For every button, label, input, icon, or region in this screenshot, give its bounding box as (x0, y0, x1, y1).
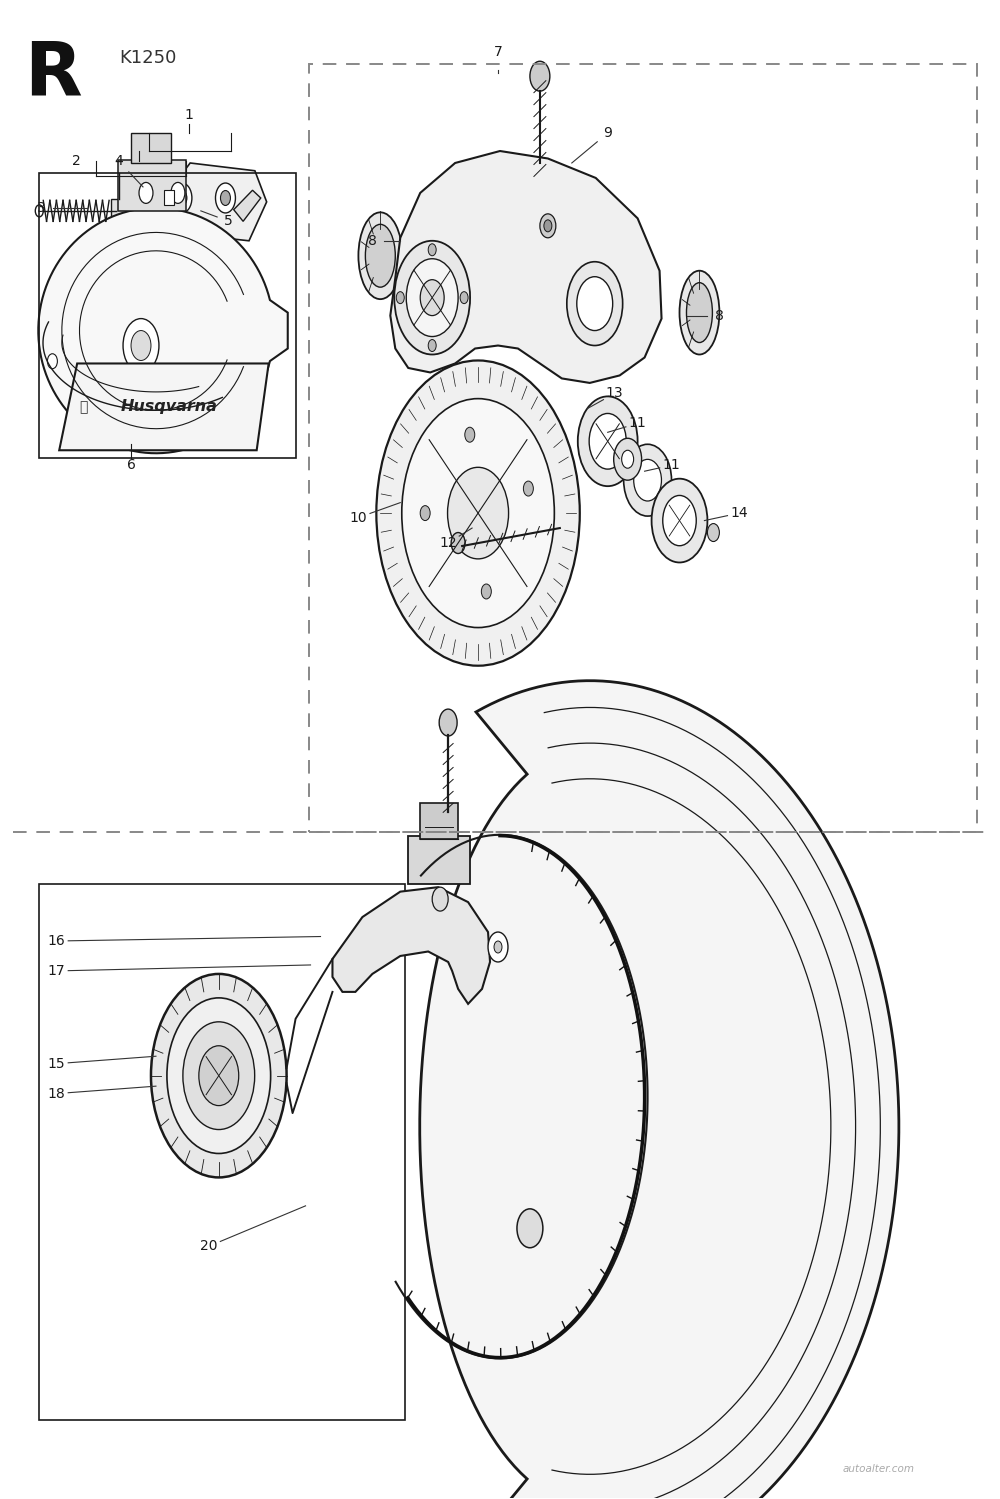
Circle shape (622, 450, 634, 468)
Polygon shape (38, 208, 288, 453)
Circle shape (139, 183, 153, 204)
Circle shape (448, 468, 509, 559)
Circle shape (171, 183, 185, 204)
Text: 3: 3 (37, 201, 46, 214)
Circle shape (420, 280, 444, 316)
Circle shape (451, 532, 465, 553)
Text: 15: 15 (47, 1057, 65, 1070)
Text: 9: 9 (603, 126, 612, 139)
Text: 4: 4 (115, 154, 123, 168)
Text: Ⓤ: Ⓤ (79, 400, 87, 414)
Circle shape (544, 220, 552, 232)
Circle shape (652, 478, 707, 562)
Text: 16: 16 (47, 934, 65, 947)
Polygon shape (390, 151, 662, 382)
Ellipse shape (679, 271, 719, 354)
Circle shape (420, 505, 430, 520)
Circle shape (634, 459, 661, 501)
Circle shape (663, 496, 696, 546)
Circle shape (215, 183, 235, 213)
Text: K1250: K1250 (119, 49, 176, 67)
Text: 10: 10 (350, 511, 367, 525)
Circle shape (517, 1208, 543, 1247)
Circle shape (428, 340, 436, 351)
Circle shape (47, 354, 57, 369)
Circle shape (494, 941, 502, 953)
Circle shape (402, 399, 554, 628)
Circle shape (465, 427, 475, 442)
Text: 12: 12 (439, 537, 457, 550)
Bar (39, 174, 296, 457)
Circle shape (523, 481, 533, 496)
Circle shape (432, 887, 448, 911)
Circle shape (151, 974, 287, 1177)
Bar (167, 241, 189, 274)
Text: 8: 8 (368, 234, 377, 247)
Circle shape (578, 396, 638, 486)
Circle shape (123, 319, 159, 372)
Circle shape (428, 244, 436, 256)
Circle shape (488, 932, 508, 962)
Circle shape (481, 585, 491, 600)
Circle shape (394, 241, 470, 354)
Polygon shape (332, 887, 490, 1004)
Circle shape (540, 214, 556, 238)
Circle shape (199, 1046, 239, 1106)
Text: 11: 11 (663, 459, 680, 472)
Text: 11: 11 (629, 417, 646, 430)
Circle shape (173, 247, 187, 268)
Polygon shape (234, 190, 261, 222)
Text: 17: 17 (47, 964, 65, 977)
Bar (420, 803, 458, 839)
Bar (309, 64, 977, 832)
Circle shape (577, 277, 613, 331)
Circle shape (376, 360, 580, 666)
Circle shape (589, 414, 626, 469)
Text: autoalter.com: autoalter.com (843, 1463, 915, 1474)
Circle shape (396, 292, 404, 304)
Circle shape (406, 259, 458, 337)
Ellipse shape (686, 283, 712, 343)
Circle shape (439, 709, 457, 736)
Text: 7: 7 (494, 45, 502, 60)
Circle shape (220, 190, 230, 205)
Circle shape (35, 205, 43, 217)
Text: 20: 20 (200, 1240, 218, 1253)
Text: 14: 14 (731, 507, 748, 520)
Circle shape (167, 998, 271, 1153)
Text: 18: 18 (47, 1087, 65, 1100)
Circle shape (614, 438, 642, 480)
Circle shape (177, 190, 187, 205)
Circle shape (460, 292, 468, 304)
Polygon shape (149, 163, 267, 241)
Text: Husqvarna: Husqvarna (120, 399, 217, 414)
Bar (164, 190, 174, 205)
Text: 2: 2 (72, 154, 81, 168)
Text: 5: 5 (224, 214, 233, 228)
Text: 1: 1 (184, 108, 193, 121)
Bar (118, 160, 186, 211)
Polygon shape (59, 363, 269, 450)
Text: 6: 6 (127, 459, 135, 472)
Bar (408, 836, 470, 884)
Circle shape (624, 444, 672, 516)
Bar (131, 133, 171, 163)
Circle shape (172, 183, 192, 213)
Circle shape (131, 331, 151, 360)
Circle shape (707, 523, 719, 541)
Ellipse shape (365, 225, 395, 288)
Text: R: R (24, 39, 82, 112)
Circle shape (183, 1022, 255, 1130)
Bar (111, 199, 129, 223)
Text: 8: 8 (715, 309, 724, 322)
Circle shape (530, 61, 550, 91)
Text: 13: 13 (606, 387, 623, 400)
Bar (39, 884, 405, 1420)
Polygon shape (420, 681, 899, 1499)
Circle shape (567, 262, 623, 346)
Ellipse shape (358, 213, 402, 300)
